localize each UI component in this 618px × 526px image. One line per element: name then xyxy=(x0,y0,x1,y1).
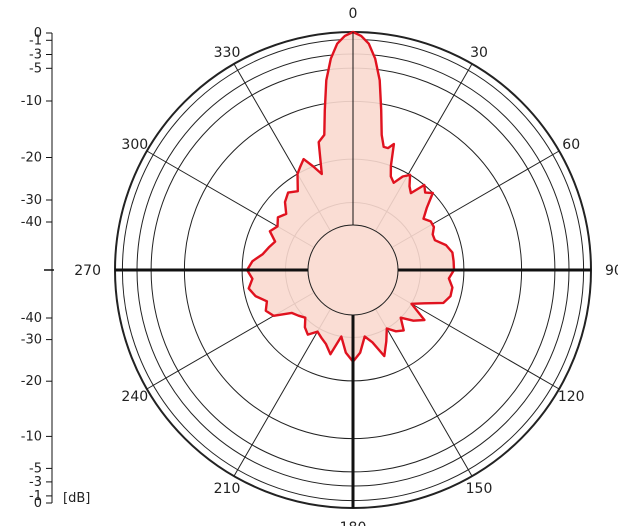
scale-tick-label: 0 xyxy=(34,496,42,511)
scale-tick-label: -40 xyxy=(21,311,42,326)
scale-tick-label: -20 xyxy=(21,151,42,166)
scale-tick-label: -10 xyxy=(21,429,42,444)
angle-label-240: 240 xyxy=(121,389,148,405)
angle-label-150: 150 xyxy=(466,481,493,497)
grid-spoke xyxy=(233,308,331,477)
radial-scale-bar: 0-1-3-5-10-20-30-40-40-30-20-10-5-3-10 xyxy=(21,26,54,511)
scale-tick-label: -40 xyxy=(21,215,42,230)
scale-tick-label: -30 xyxy=(21,193,42,208)
angle-label-300: 300 xyxy=(121,137,148,153)
angle-label-30: 30 xyxy=(470,45,488,61)
angle-label-120: 120 xyxy=(558,389,585,405)
main-axes xyxy=(115,32,591,508)
radial-unit-label: [dB] xyxy=(63,491,90,506)
scale-tick-label: -3 xyxy=(29,475,42,490)
scale-tick-label: -5 xyxy=(29,61,42,76)
scale-tick-label: -3 xyxy=(29,48,42,63)
angle-label-60: 60 xyxy=(562,137,580,153)
polar-plot-area: 0 30 60 90 120 150 180 210 240 270 300 330 xyxy=(74,6,618,526)
scale-tick-label: 0 xyxy=(34,26,42,41)
scale-tick-label: -20 xyxy=(21,374,42,389)
grid-spoke xyxy=(391,292,560,390)
angle-label-90: 90 xyxy=(605,263,618,279)
scale-tick-label: -1 xyxy=(29,33,42,48)
scale-tick-label: -30 xyxy=(21,333,42,348)
angle-label-270: 270 xyxy=(74,263,101,279)
radiation-pattern-series xyxy=(245,30,456,363)
scale-tick-label: -10 xyxy=(21,94,42,109)
angle-label-0: 0 xyxy=(349,6,358,22)
angle-label-210: 210 xyxy=(214,481,241,497)
scale-tick-label: -1 xyxy=(29,489,42,504)
angle-labels: 0 30 60 90 120 150 180 210 240 270 300 330 xyxy=(74,6,618,526)
angle-label-330: 330 xyxy=(214,45,241,61)
angle-label-180: 180 xyxy=(340,520,367,526)
scale-tick-label: -5 xyxy=(29,461,42,476)
grid-spoke xyxy=(375,308,473,477)
radiation-pattern-layer xyxy=(245,30,456,363)
